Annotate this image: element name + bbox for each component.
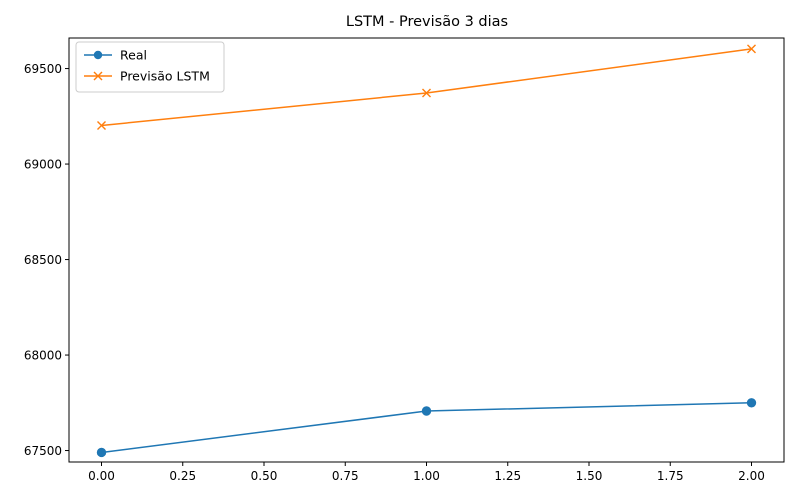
- y-tick-label: 68000: [24, 349, 62, 363]
- chart-title: LSTM - Previsão 3 dias: [346, 14, 508, 30]
- data-point-0-2: [746, 398, 757, 408]
- legend-label: Real: [120, 48, 147, 63]
- legend-label: Previsão LSTM: [120, 69, 210, 84]
- x-tick-label: 0.50: [251, 469, 278, 483]
- x-tick-label: 0.00: [88, 469, 115, 483]
- data-point-0-0: [96, 447, 107, 458]
- marker-stroke: [747, 44, 756, 54]
- marker-stroke: [97, 120, 106, 130]
- data-point-1-0: [97, 120, 106, 130]
- y-tick-label: 68500: [24, 253, 62, 267]
- x-tick-label: 1.50: [576, 469, 603, 483]
- x-tick-label: 2.00: [738, 469, 765, 483]
- y-tick-label: 69000: [24, 158, 62, 172]
- legend-box: [75, 41, 225, 93]
- legend: Real Previsão LSTM: [75, 41, 225, 93]
- legend-marker: [93, 50, 103, 60]
- x-tick-label: 0.25: [169, 469, 196, 483]
- axes: 0.00 0.25 0.50 0.75 1.00 1.25 1.50 1.75 2.00 6750…: [24, 37, 785, 483]
- legend-marker: [93, 71, 103, 81]
- y-tick-label: 67500: [24, 444, 62, 458]
- x-tick-label: 0.75: [332, 469, 359, 483]
- legend-item-0: Real: [84, 48, 147, 63]
- x-tick-label: 1.00: [413, 469, 440, 483]
- plot-area: [96, 44, 757, 458]
- marker-stroke: [422, 88, 431, 98]
- axes-frame: [68, 37, 785, 463]
- legend-item-1: Previsão LSTM: [84, 69, 210, 84]
- data-point-1-2: [747, 44, 756, 54]
- x-tick-label: 1.25: [494, 469, 521, 483]
- x-tick-label: 1.75: [657, 469, 684, 483]
- data-point-1-1: [422, 88, 431, 98]
- data-point-0-1: [421, 406, 432, 416]
- y-tick-label: 69500: [24, 62, 62, 76]
